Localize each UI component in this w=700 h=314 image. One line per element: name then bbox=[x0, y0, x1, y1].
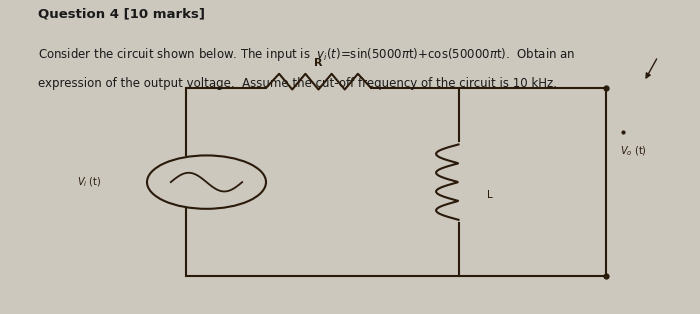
Text: expression of the output voltage.  Assume the cut-off frequency of the circuit i: expression of the output voltage. Assume… bbox=[38, 77, 557, 90]
Text: R: R bbox=[314, 57, 323, 68]
Text: $V_i$ (t): $V_i$ (t) bbox=[77, 175, 102, 189]
Text: Consider the circuit shown below. The input is  $v_i(t)$=sin(5000$\pi$t)+cos(500: Consider the circuit shown below. The in… bbox=[38, 46, 575, 62]
Text: $V_o$ (t): $V_o$ (t) bbox=[620, 144, 646, 158]
Text: L: L bbox=[486, 190, 492, 200]
Text: Question 4 [10 marks]: Question 4 [10 marks] bbox=[38, 8, 206, 21]
